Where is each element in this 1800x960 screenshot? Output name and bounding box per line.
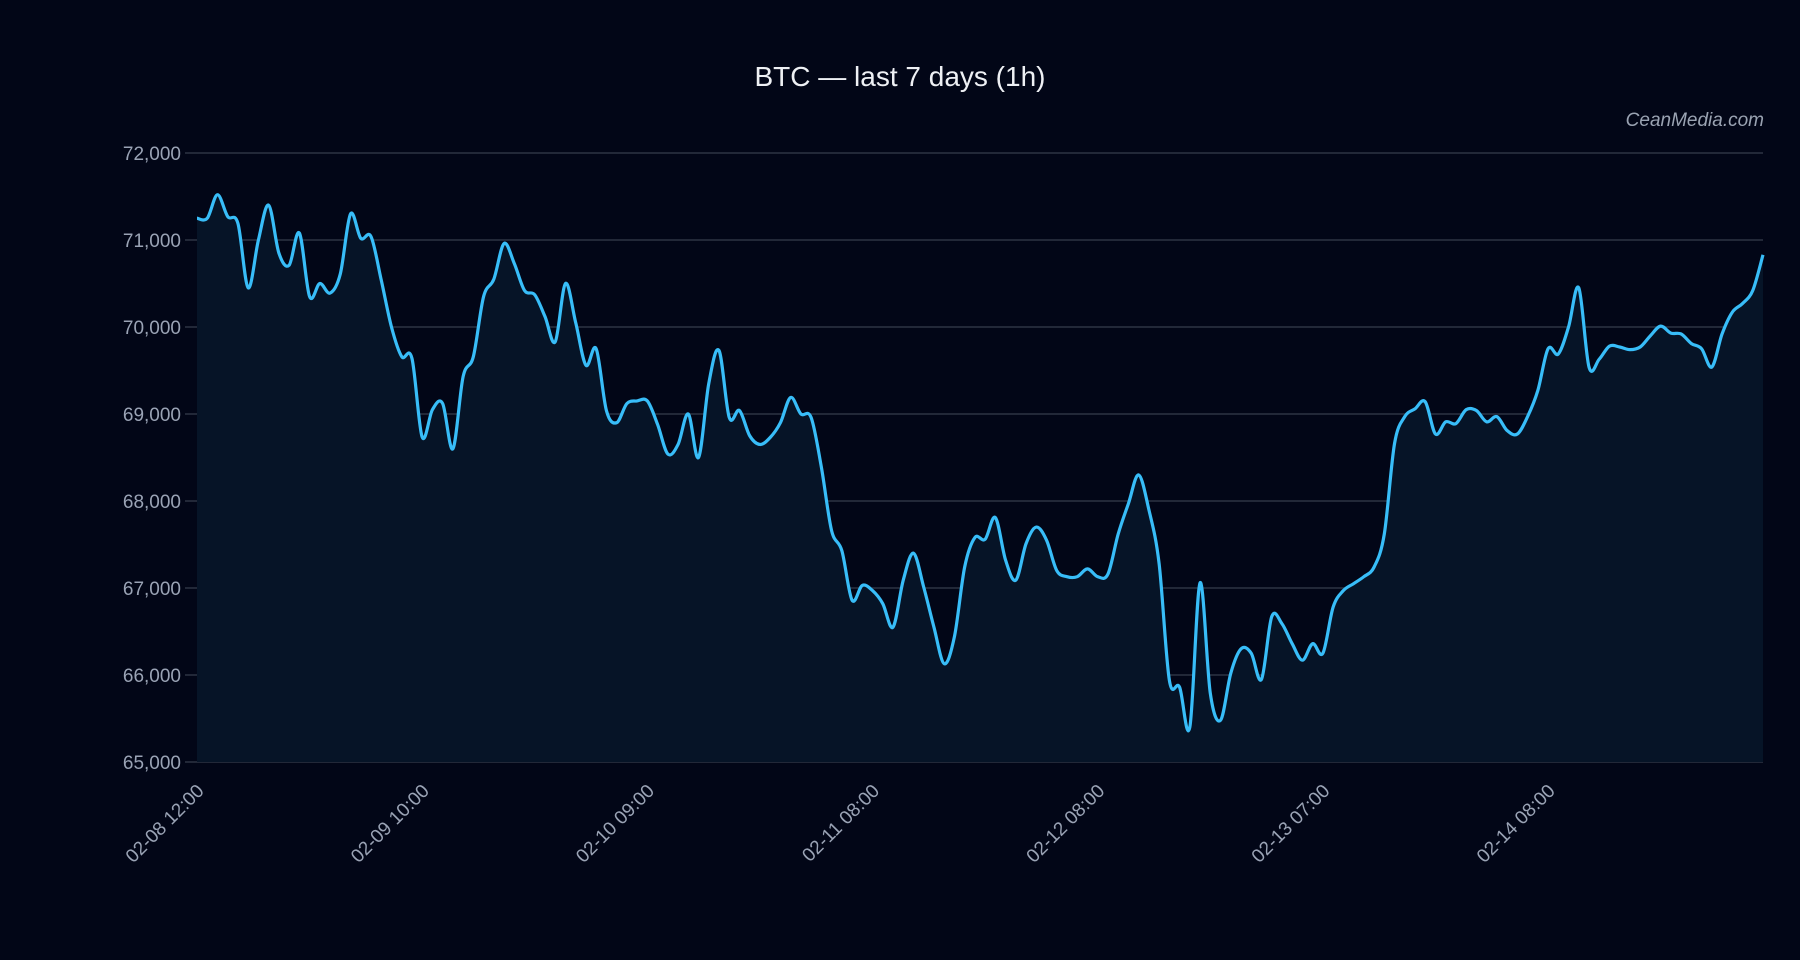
x-tick-label: 02-11 08:00 — [798, 781, 884, 867]
price-line — [196, 193, 1765, 733]
y-axis-ticks: 65,000 66,000 67,000 68,000 69,000 70,000 71,0… — [123, 144, 181, 774]
y-tick-label: 66,000 — [123, 666, 181, 687]
x-tick-label: 02-14 08:00 — [1473, 781, 1560, 868]
x-tick-label: 02-10 09:00 — [572, 781, 659, 868]
y-tick-label: 72,000 — [123, 144, 181, 165]
chart-title: BTC — last 7 days (1h) — [755, 61, 1046, 92]
y-tick-label: 65,000 — [123, 753, 181, 774]
x-axis-ticks: 02-08 12:00 02-09 10:00 02-10 09:00 02-11 0… — [122, 781, 1560, 868]
y-tick-label: 67,000 — [123, 579, 181, 600]
x-tick-label: 02-09 10:00 — [347, 781, 434, 868]
x-tick-label: 02-13 07:00 — [1248, 781, 1335, 868]
x-tick-label: 02-12 08:00 — [1023, 781, 1110, 868]
price-area-fill — [197, 194, 1763, 763]
y-tick-label: 68,000 — [123, 492, 181, 513]
watermark: CeanMedia.com — [1626, 110, 1764, 131]
y-tick-label: 70,000 — [123, 318, 181, 339]
y-tick-label: 71,000 — [123, 231, 181, 252]
y-tick-label: 69,000 — [123, 405, 181, 426]
x-tick-label: 02-08 12:00 — [122, 781, 209, 868]
